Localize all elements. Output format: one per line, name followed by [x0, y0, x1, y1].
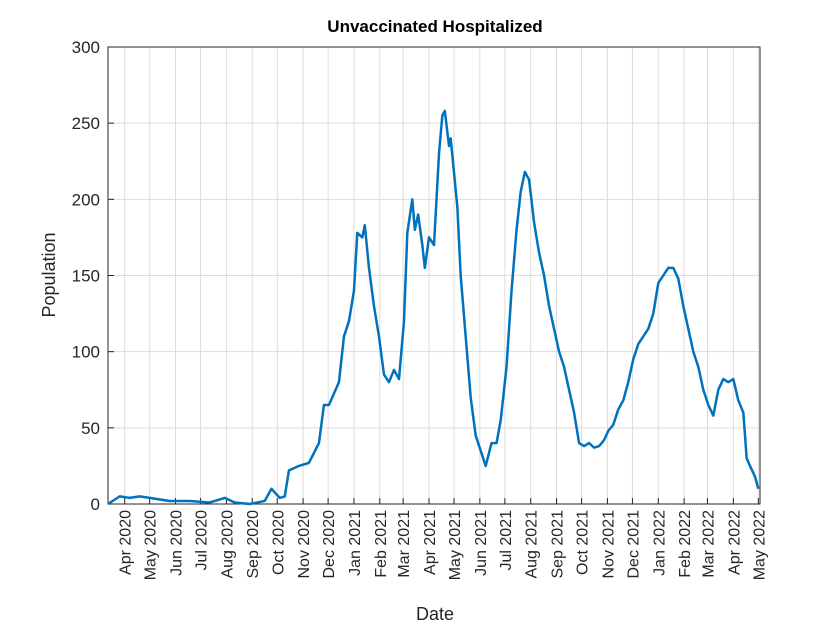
x-tick-label: Jul 2021	[498, 510, 515, 571]
data-line	[107, 109, 760, 506]
y-tick-label: 0	[91, 495, 100, 514]
y-tick-label: 50	[81, 419, 100, 438]
x-tick-label: Sep 2021	[550, 510, 567, 579]
x-tick-label: Feb 2021	[373, 510, 390, 578]
x-tick-label: Jul 2020	[194, 510, 211, 571]
x-tick-label: Jan 2022	[651, 510, 668, 576]
x-tick-label: Apr 2020	[118, 510, 135, 575]
y-tick-label: 150	[72, 267, 100, 286]
plot-frame	[107, 46, 761, 505]
x-tick-label: Nov 2020	[296, 510, 313, 579]
x-tick-label: Mar 2022	[700, 510, 717, 578]
y-tick-label: 200	[72, 190, 100, 209]
x-tick-label: Feb 2022	[677, 510, 694, 578]
x-tick-label: Jun 2021	[473, 510, 490, 576]
x-tick-label: Dec 2021	[625, 510, 642, 579]
y-tick-label: 300	[72, 38, 100, 57]
chart-title: Unvaccinated Hospitalized	[327, 17, 542, 36]
x-tick-label: May 2022	[751, 510, 768, 580]
x-tick-label: Oct 2021	[575, 510, 592, 575]
x-tick-label: Mar 2021	[396, 510, 413, 578]
x-tick-label: Jun 2020	[169, 510, 186, 576]
x-tick-label: Sep 2020	[245, 510, 262, 579]
x-tick-label: Oct 2020	[270, 510, 287, 575]
x-tick-label: Apr 2021	[422, 510, 439, 575]
x-tick-label: Aug 2020	[219, 510, 236, 579]
y-axis-label: Population	[39, 232, 59, 317]
x-tick-label: Dec 2020	[321, 510, 338, 579]
y-tick-label: 250	[72, 114, 100, 133]
x-tick-label: Nov 2021	[600, 510, 617, 579]
x-tick-label: May 2021	[447, 510, 464, 580]
x-tick-label: Apr 2022	[726, 510, 743, 575]
x-tick-label: Aug 2021	[524, 510, 541, 579]
x-tick-label: May 2020	[143, 510, 160, 580]
y-tick-label: 100	[72, 343, 100, 362]
x-tick-label: Jan 2021	[347, 510, 364, 576]
x-axis-label: Date	[416, 604, 454, 624]
